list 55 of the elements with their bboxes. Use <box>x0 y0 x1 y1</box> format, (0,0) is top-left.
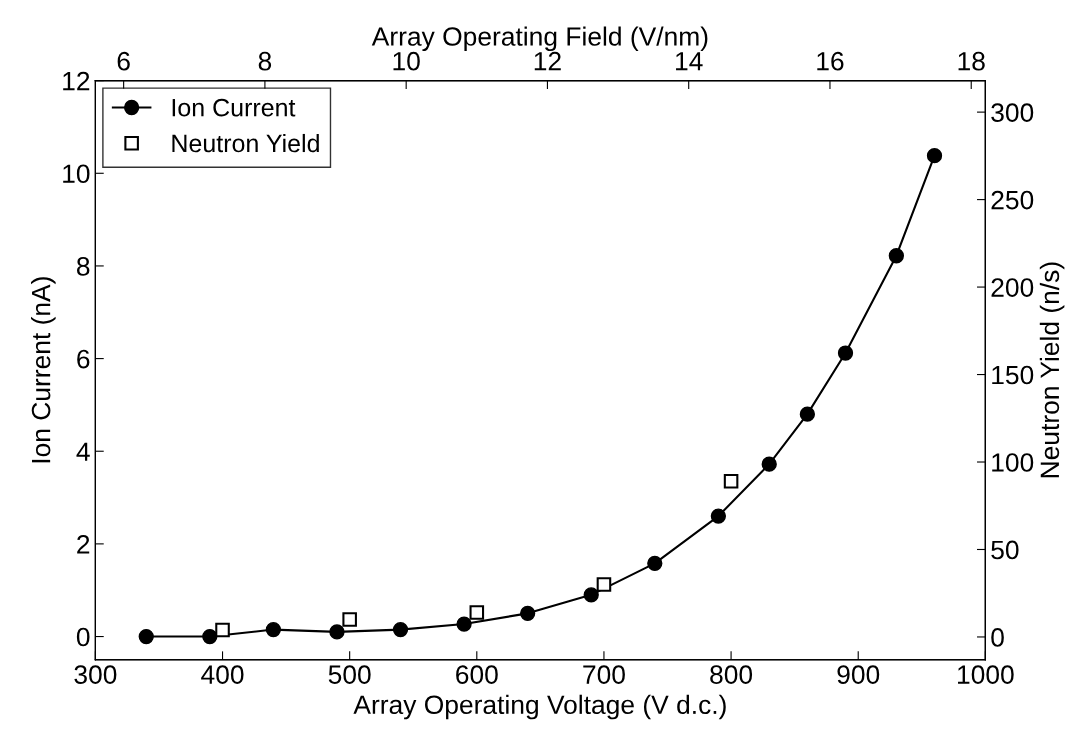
y-tick-label: 0 <box>76 627 90 647</box>
x-tick-label: 400 <box>201 665 244 684</box>
y2-tick-label: 250 <box>991 190 1034 210</box>
point <box>596 577 612 592</box>
y-tick-label: 12 <box>63 71 90 91</box>
y2-tick-label: 200 <box>991 278 1034 297</box>
y-tick-label: 8 <box>77 257 90 276</box>
y2-tick-label: 100 <box>992 453 1034 472</box>
point <box>799 406 816 422</box>
y-tick-label: 10 <box>63 164 90 184</box>
y2-tick-label: 50 <box>991 540 1019 560</box>
x2-axis-title: Array Operating Field (V/nm) <box>371 26 708 52</box>
point <box>456 616 472 632</box>
point <box>265 621 282 638</box>
point <box>215 622 230 638</box>
x-tick-label: 600 <box>456 665 498 684</box>
point <box>392 621 409 638</box>
point <box>583 587 599 603</box>
x-tick-label: 900 <box>837 665 880 684</box>
x2-tick-label: 10 <box>393 51 420 71</box>
point <box>520 605 536 622</box>
point <box>926 148 943 164</box>
point <box>761 456 777 472</box>
point <box>723 473 739 489</box>
x-tick-label: 500 <box>328 665 371 684</box>
y-tick-label: 4 <box>76 442 90 461</box>
x-axis-title: Array Operating Voltage (V d.c.) <box>353 694 726 720</box>
point <box>888 248 904 264</box>
y-tick-label: 2 <box>77 535 90 554</box>
point <box>202 628 218 645</box>
x2-tick-label: 12 <box>534 51 561 71</box>
point <box>342 612 357 627</box>
y-axis-title: Ion Current (nA) <box>31 277 56 463</box>
x-tick-label: 800 <box>710 665 753 684</box>
legend-label: Neutron Yield <box>172 133 319 153</box>
x2-tick-label: 8 <box>258 51 272 71</box>
point <box>329 624 345 640</box>
y-tick-label: 6 <box>77 349 90 369</box>
point <box>710 508 727 524</box>
point <box>837 345 854 361</box>
x2-tick-label: 16 <box>817 51 844 71</box>
point <box>647 555 663 571</box>
legend-label: Ion Current <box>172 98 296 117</box>
x2-tick-label: 18 <box>958 51 985 71</box>
point <box>138 628 154 645</box>
point <box>469 605 485 620</box>
x2-tick-label: 14 <box>676 52 703 71</box>
x-tick-label: 1000 <box>958 665 1014 684</box>
x2-tick-label: 6 <box>117 51 130 71</box>
x-tick-label: 300 <box>74 665 117 684</box>
y2-tick-label: 150 <box>992 365 1034 385</box>
y2-tick-label: 0 <box>991 628 1004 647</box>
y2-tick-label: 300 <box>991 103 1034 122</box>
y2-axis-title: Neutron Yield (n/s) <box>1039 262 1065 478</box>
x-tick-label: 700 <box>583 665 625 684</box>
